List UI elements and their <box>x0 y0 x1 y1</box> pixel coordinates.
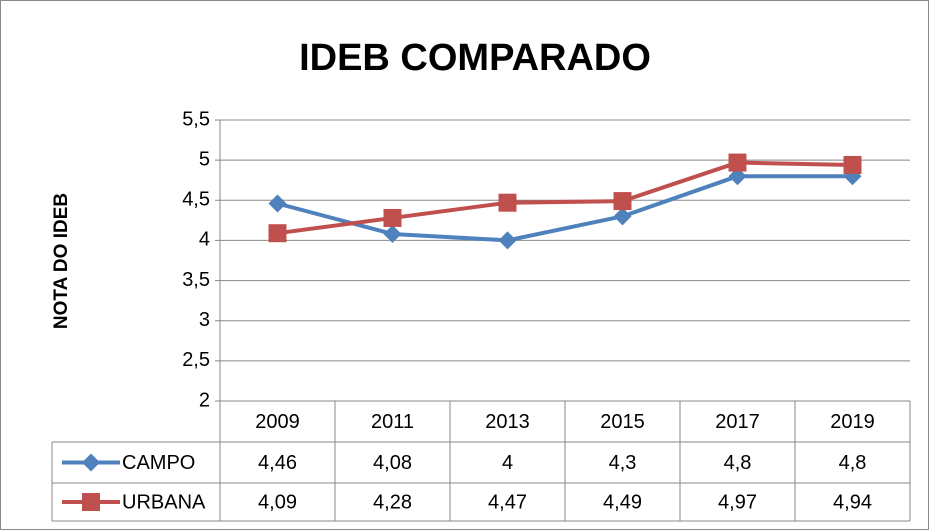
point-marker <box>613 207 632 226</box>
legend-marker <box>82 453 100 472</box>
point-marker <box>843 155 862 174</box>
point-marker <box>498 193 517 212</box>
legend-label: CAMPO <box>122 452 195 474</box>
point-marker <box>498 231 517 250</box>
point-marker <box>383 225 402 244</box>
point-marker <box>268 224 287 243</box>
y-tick-label: 5,5 <box>182 108 210 130</box>
x-tick-label: 2009 <box>255 411 300 433</box>
y-tick-label: 4 <box>199 229 210 251</box>
point-marker <box>383 208 402 227</box>
point-marker <box>728 167 747 186</box>
point-marker <box>268 194 287 213</box>
y-tick-label: 4,5 <box>182 189 210 211</box>
x-tick-label: 2017 <box>715 411 760 433</box>
y-tick-label: 3 <box>199 309 210 331</box>
table-value: 4,97 <box>718 491 757 513</box>
y-tick-label: 2 <box>199 389 210 411</box>
y-tick-label: 3,5 <box>182 269 210 291</box>
table-value: 4,46 <box>258 452 297 474</box>
chart-title: IDEB COMPARADO <box>299 37 651 79</box>
table-value: 4,8 <box>724 452 752 474</box>
point-marker <box>613 192 632 211</box>
table-value: 4,3 <box>609 452 637 474</box>
table-value: 4,47 <box>488 491 527 513</box>
legend-label: URBANA <box>122 491 206 513</box>
x-tick-label: 2019 <box>830 411 875 433</box>
x-tick-label: 2011 <box>371 411 414 433</box>
table-value: 4,49 <box>603 491 642 513</box>
legend-marker <box>82 493 100 511</box>
y-axis-label: NOTA DO IDEB <box>51 193 72 329</box>
table-value: 4,28 <box>373 491 412 513</box>
series-line <box>277 160 853 236</box>
table-value: 4 <box>502 452 513 474</box>
x-tick-label: 2013 <box>485 411 530 433</box>
x-tick-label: 2015 <box>600 411 645 433</box>
table-value: 4,8 <box>839 452 867 474</box>
table-value: 4,09 <box>258 491 297 513</box>
y-tick-label: 2,5 <box>182 349 210 371</box>
table-value: 4,94 <box>833 491 872 513</box>
table-value: 4,08 <box>373 452 412 474</box>
point-marker <box>728 153 747 172</box>
series-line <box>276 174 853 243</box>
y-tick-label: 5 <box>199 148 210 170</box>
